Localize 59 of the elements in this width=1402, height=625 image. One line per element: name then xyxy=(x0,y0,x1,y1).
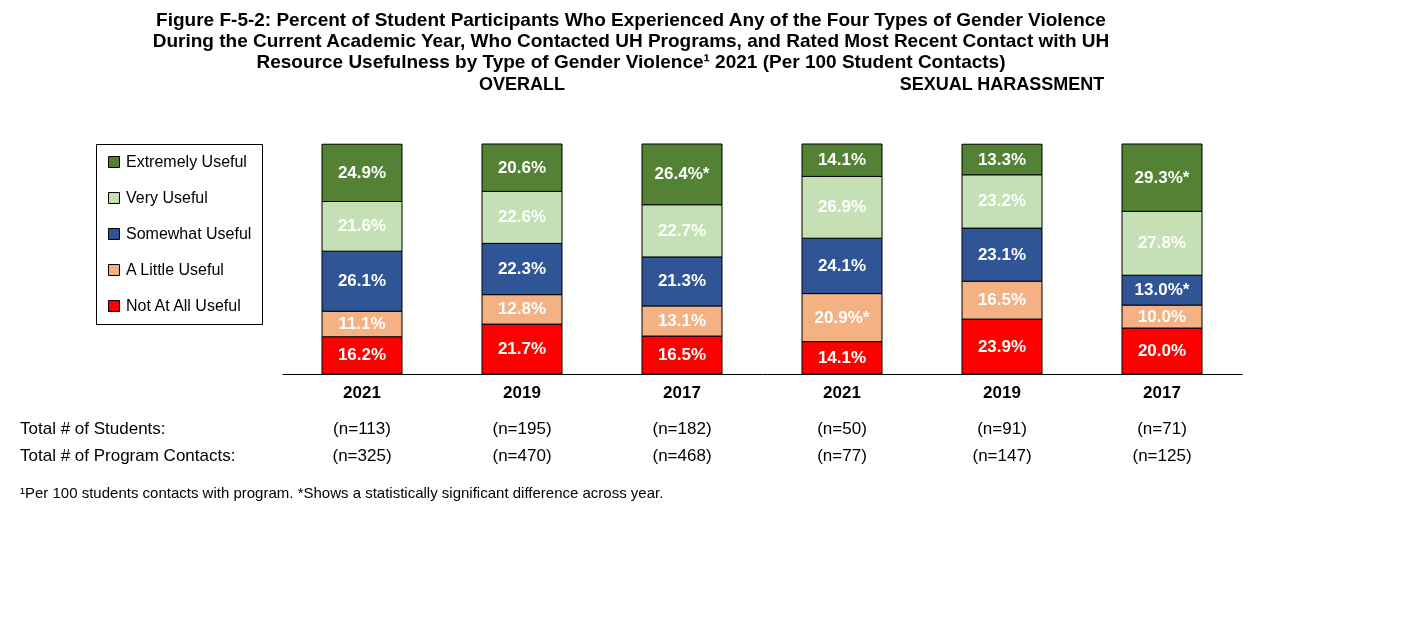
x-tick-label: 2021 xyxy=(343,382,381,402)
data-label: 10.0% xyxy=(1137,306,1187,326)
text: (n=71) xyxy=(1137,419,1187,438)
data-label: 27.8% xyxy=(1137,233,1187,253)
data-label: 16.2% xyxy=(337,345,387,365)
text: Total # of Program Contacts: xyxy=(20,446,236,465)
data-label: 13.1% xyxy=(657,310,707,330)
data-label: 21.3% xyxy=(657,271,707,291)
data-label: 14.1% xyxy=(817,150,867,170)
data-label: 26.9% xyxy=(817,197,867,217)
legend-label: Somewhat Useful xyxy=(126,225,252,242)
data-label: 23.9% xyxy=(977,336,1027,356)
data-label: 13.3% xyxy=(977,149,1027,169)
text: (n=91) xyxy=(977,419,1027,438)
x-tick-label: 2019 xyxy=(503,382,541,402)
data-label: 23.1% xyxy=(977,244,1027,264)
text: (n=147) xyxy=(972,446,1032,465)
data-label: 22.7% xyxy=(657,220,707,240)
chart-subtitle: SEXUAL HARASSMENT xyxy=(899,73,1105,94)
data-label: 23.2% xyxy=(977,191,1027,211)
x-tick-label: 2017 xyxy=(1143,382,1181,402)
text: (n=125) xyxy=(1132,446,1192,465)
text: Total # of Students: xyxy=(20,419,166,438)
data-label: 20.0% xyxy=(1137,341,1187,361)
text: (n=50) xyxy=(817,419,867,438)
data-label: 22.3% xyxy=(497,259,547,279)
data-label: 16.5% xyxy=(977,290,1027,310)
data-label: 29.3%* xyxy=(1134,167,1190,187)
data-label: 24.9% xyxy=(337,162,387,182)
data-label: 21.7% xyxy=(497,339,547,359)
data-label: 22.6% xyxy=(497,207,547,227)
text: (n=325) xyxy=(332,446,392,465)
text: ¹Per 100 students contacts with program. *Shows a statistically significant difference across year. xyxy=(20,484,664,501)
text: (n=195) xyxy=(492,419,552,438)
x-tick-label: 2019 xyxy=(983,382,1021,402)
data-label: 14.1% xyxy=(817,347,867,367)
data-label: 24.1% xyxy=(817,255,867,275)
legend-label: A Little Useful xyxy=(126,261,224,278)
text: (n=113) xyxy=(333,419,391,438)
data-label: 26.4%* xyxy=(654,164,710,184)
legend-label: Very Useful xyxy=(126,189,208,206)
chart-title: Figure F-5-2: Percent of Student Participants Who Experienced Any of the Four Types of Gender Violence During the Current Academic Year, Who Contacted UH Programs, and Rated Most Recent Contact with UH Resource Usefulness by Type of Gender Violence¹ 2021 (Per 100 Student Contacts) xyxy=(152,8,1110,72)
data-label: 13.0%* xyxy=(1134,280,1190,300)
data-label: 21.6% xyxy=(337,216,387,236)
text: (n=182) xyxy=(652,419,712,438)
data-label: 20.9%* xyxy=(814,307,870,327)
x-tick-label: 2021 xyxy=(823,382,861,402)
text: (n=468) xyxy=(652,446,712,465)
legend-label: Extremely Useful xyxy=(126,153,247,170)
text: (n=470) xyxy=(492,446,552,465)
data-label: 11.1% xyxy=(338,313,386,333)
x-tick-label: 2017 xyxy=(663,382,701,402)
data-label: 16.5% xyxy=(657,345,707,365)
legend-label: Not At All Useful xyxy=(126,297,241,314)
data-label: 26.1% xyxy=(337,271,387,291)
data-label: 20.6% xyxy=(497,157,547,177)
data-label: 12.8% xyxy=(497,299,547,319)
text: (n=77) xyxy=(817,446,867,465)
chart-subtitle: OVERALL xyxy=(478,73,566,94)
